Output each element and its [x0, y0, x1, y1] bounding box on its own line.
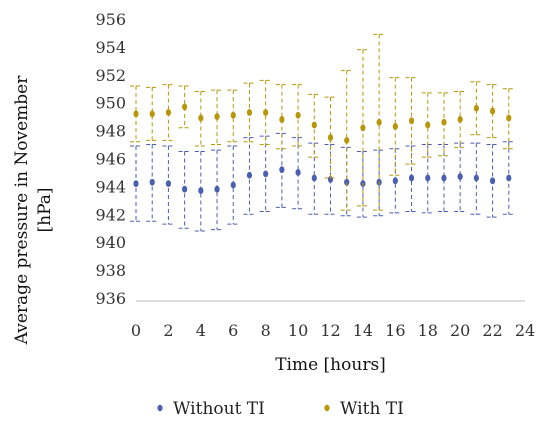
data-point [295, 111, 301, 119]
data-point [133, 180, 139, 188]
y-tick-label: 938 [95, 261, 126, 280]
data-point [489, 177, 496, 185]
legend: Without TI With TI [157, 399, 404, 419]
y-tick-label: 942 [95, 205, 126, 224]
data-point [198, 114, 204, 122]
data-point [327, 134, 334, 141]
y-axis-title: Average pressure in November [hPa] [12, 75, 55, 346]
y-tick-label: 952 [95, 66, 126, 85]
data-point [149, 110, 155, 118]
data-point [230, 181, 236, 189]
data-point [392, 177, 398, 185]
data-point [441, 174, 447, 182]
data-point [376, 118, 382, 126]
data-point [489, 107, 496, 115]
data-point [473, 104, 479, 112]
data-point [425, 174, 431, 182]
y-tick-label: 954 [95, 38, 126, 57]
data-point [311, 121, 317, 129]
legend-label: With TI [340, 399, 404, 419]
data-point [392, 123, 398, 130]
x-axis-title: Time [hours] [275, 355, 386, 375]
data-point [214, 113, 220, 121]
y-tick-label: 948 [95, 122, 126, 141]
x-tick-label: 18 [418, 321, 438, 340]
y-tick-label: 950 [95, 94, 126, 113]
plot-area [130, 33, 515, 232]
data-point [311, 174, 317, 182]
x-tick-label: 2 [163, 321, 173, 340]
x-tick-label: 22 [482, 321, 502, 340]
data-point [246, 109, 253, 116]
data-point [214, 185, 220, 193]
legend-marker [157, 404, 163, 412]
y-tick-label: 946 [95, 150, 126, 169]
data-point [165, 109, 172, 116]
data-point [198, 187, 204, 194]
x-tick-label: 10 [288, 321, 308, 340]
data-point [165, 180, 172, 188]
y-tick-label: 940 [95, 233, 126, 252]
data-point [230, 111, 236, 119]
y-axis-title-line-1: Average pressure in November [12, 75, 32, 346]
data-point [408, 174, 415, 182]
data-point [182, 103, 188, 111]
data-point [506, 174, 512, 182]
data-point [182, 185, 188, 193]
y-tick-label: 936 [95, 289, 126, 308]
y-axis-ticks: 936 938 940 942 944 946 948 950 952 954 956 [95, 10, 126, 308]
legend-marker [324, 404, 330, 412]
data-point [473, 174, 479, 182]
data-point [149, 178, 155, 186]
x-tick-label: 16 [385, 321, 405, 340]
x-tick-label: 14 [353, 321, 373, 340]
data-point [246, 171, 253, 179]
data-point [263, 170, 269, 178]
data-point [133, 110, 139, 118]
data-point [360, 124, 366, 132]
data-point [506, 114, 512, 122]
data-point [344, 178, 350, 186]
x-tick-label: 12 [320, 321, 340, 340]
data-point [344, 136, 350, 144]
data-point [408, 117, 415, 125]
y-axis-title-line-2: [hPa] [35, 187, 55, 232]
x-tick-label: 6 [228, 321, 238, 340]
y-tick-label: 944 [95, 177, 126, 196]
data-point [425, 121, 431, 129]
y-tick-label: 956 [95, 10, 126, 29]
x-tick-label: 4 [196, 321, 206, 340]
data-point [441, 118, 447, 126]
data-point [457, 173, 463, 181]
legend-label: Without TI [173, 399, 265, 419]
x-axis-ticks: 0 2 4 6 8 10 12 14 16 18 20 22 24 [131, 321, 535, 340]
x-tick-label: 20 [450, 321, 470, 340]
data-point [279, 116, 285, 123]
data-point [263, 109, 269, 116]
x-tick-label: 0 [131, 321, 141, 340]
data-point [279, 166, 285, 174]
data-point [295, 169, 301, 176]
data-point [457, 116, 463, 123]
x-tick-label: 8 [261, 321, 271, 340]
x-tick-label: 24 [515, 321, 535, 340]
series-without-ti [130, 132, 515, 232]
series-with-ti [130, 33, 515, 211]
